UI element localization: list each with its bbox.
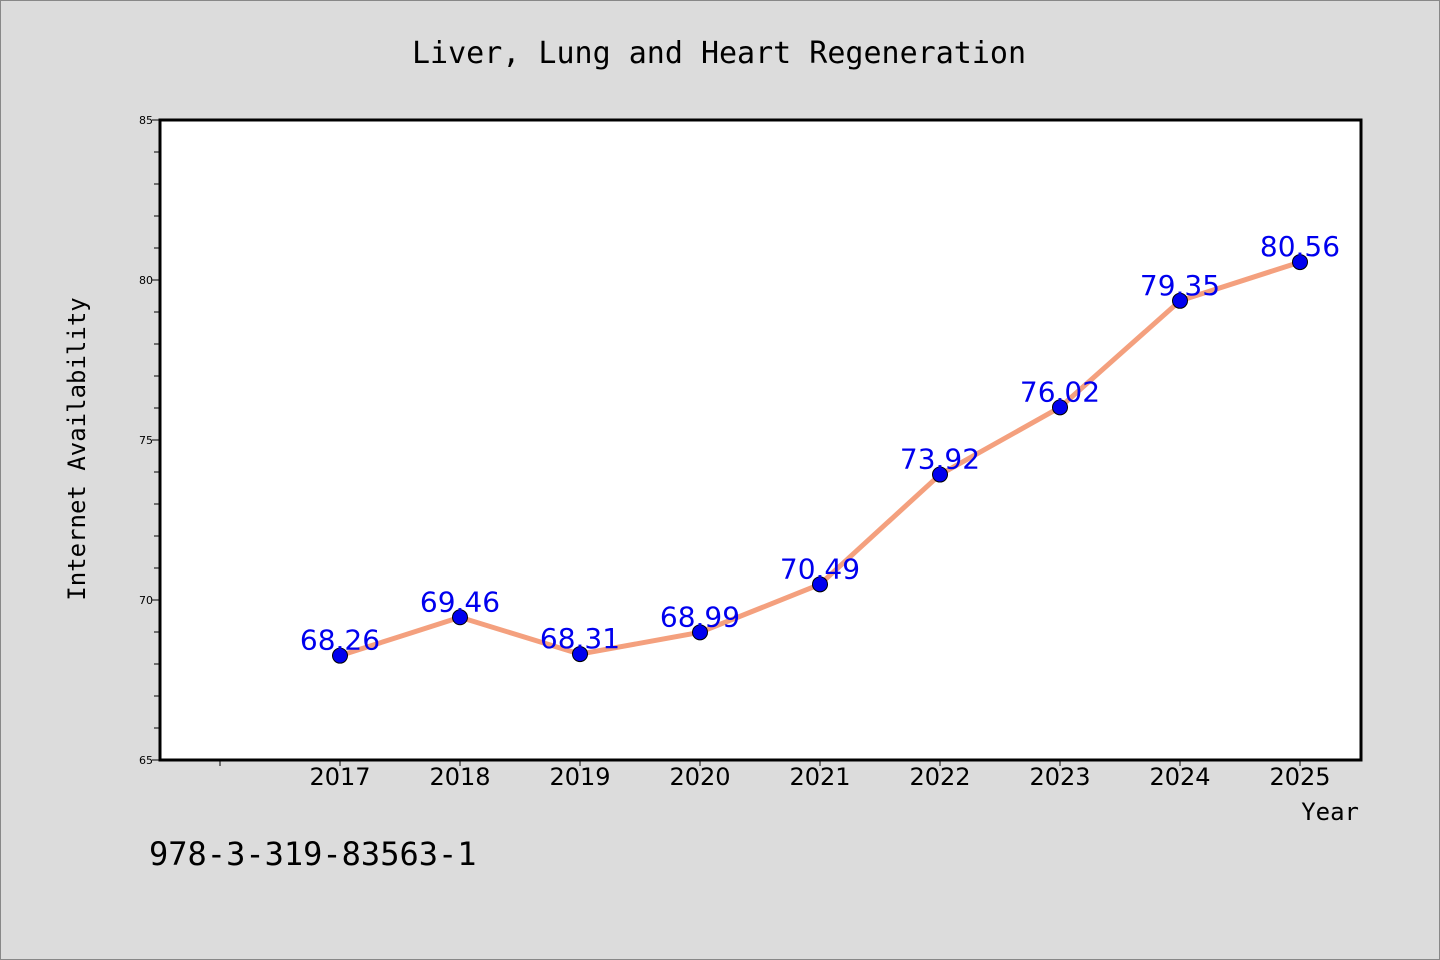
x-tick-label: 2021: [789, 763, 850, 791]
data-label: 68.99: [660, 600, 740, 633]
data-label: 70.49: [780, 552, 860, 585]
y-tick-label: 80: [139, 274, 153, 287]
x-tick-label: 2025: [1269, 763, 1330, 791]
data-point: [332, 647, 348, 664]
data-label: 76.02: [1020, 375, 1100, 408]
data-point: [572, 646, 588, 663]
y-tick-label: 85: [139, 114, 153, 127]
data-label: 79.35: [1140, 269, 1220, 302]
x-tick-label: 2019: [549, 763, 610, 791]
data-point: [1292, 254, 1308, 271]
data-point: [1052, 399, 1068, 416]
data-point: [692, 624, 708, 641]
y-tick-label: 75: [139, 434, 153, 447]
x-tick-label: 2018: [429, 763, 490, 791]
series-layer: [332, 254, 1308, 664]
data-label: 80.56: [1260, 230, 1340, 263]
data-label-layer: 68.26 69.46 68.31 68.99 70.49 73.92 76.02 79.35…: [300, 230, 1340, 657]
x-axis-label: Year: [1301, 798, 1359, 826]
data-point: [452, 609, 468, 626]
y-axis: 65 70 75 80 85: [139, 114, 160, 767]
x-tick-label: 2024: [1149, 763, 1210, 791]
x-tick-label: 2023: [1029, 763, 1090, 791]
data-point: [812, 576, 828, 593]
plot-area: [158, 118, 1363, 762]
data-label: 69.46: [420, 585, 500, 618]
x-tick-label: 2017: [309, 763, 370, 791]
data-point: [1172, 292, 1188, 309]
y-axis-label: Internet Availability: [63, 297, 91, 600]
data-point: [932, 466, 948, 483]
y-tick-label: 70: [139, 594, 153, 607]
data-label: 73.92: [900, 443, 980, 476]
x-tick-label: 2020: [669, 763, 730, 791]
isbn-text: 978-3-319-83563-1: [149, 835, 477, 873]
x-tick-label: 2022: [909, 763, 970, 791]
data-label: 68.26: [300, 624, 380, 657]
data-label: 68.31: [540, 622, 620, 655]
chart-title: Liver, Lung and Heart Regeneration: [412, 36, 1026, 71]
y-tick-label: 65: [139, 754, 153, 767]
x-axis: 2017 2018 2019 2020 2021 2022 2023 2024 2025: [219, 760, 1331, 791]
